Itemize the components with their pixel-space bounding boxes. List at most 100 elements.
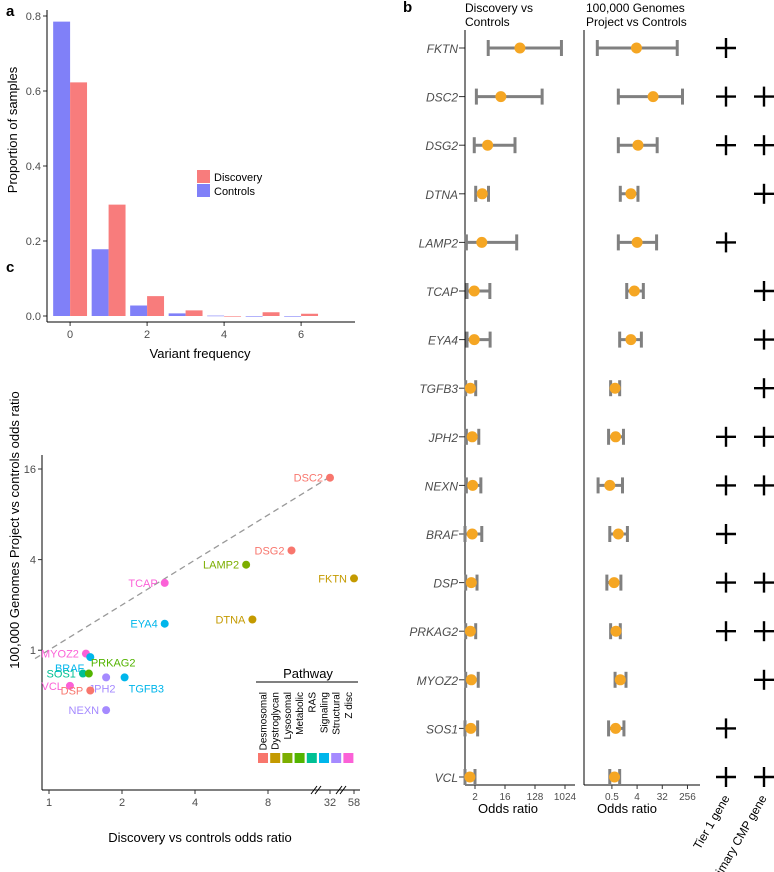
panel-a-axes: 0.0 0.2 0.4 0.6 0.8 0 2 4 6: [26, 10, 355, 341]
point-label-NEXN: NEXN: [69, 705, 100, 717]
point-VCL: [65, 681, 74, 690]
pathway-legend-title: Pathway: [283, 666, 333, 681]
point-label-TGFB3: TGFB3: [129, 683, 164, 695]
or-point-TGFB3: [464, 382, 476, 394]
panel-c-scatter: 1 4 16 1 2 4 8 32 58 DSC2 DSG2 FKTN LAMP2 TCAP DTNA EY…: [7, 391, 360, 845]
c-x-tick-label: 8: [265, 797, 271, 809]
forest-col2-title-line1: 100,000 Genomes: [586, 1, 685, 15]
point-label-JPH2: JPH2: [89, 683, 116, 695]
bar-controls-4: [207, 315, 225, 317]
x-tick-label: 2: [144, 329, 150, 341]
c-y-tick-label: 16: [24, 464, 36, 476]
point-LAMP2: [242, 560, 251, 569]
point-JPH2: [102, 673, 111, 682]
gene-label-MYOZ2: MYOZ2: [417, 674, 459, 688]
pathway-legend-label-Signaling: Signaling: [320, 692, 331, 733]
or-point-FKTN: [630, 42, 642, 54]
c-x-tick-label: 1: [46, 797, 52, 809]
pathway-legend-swatch-Lysosomal: [282, 753, 293, 763]
or-point-SOS1: [465, 722, 477, 734]
point-label-MYOZ2: MYOZ2: [41, 649, 79, 661]
gene-label-SOS1: SOS1: [426, 722, 458, 736]
forest-x-tick-label: 2: [472, 792, 478, 803]
gene-label-BRAF: BRAF: [426, 528, 459, 542]
pathway-legend-label-Lysosomal: Lysosomal: [283, 692, 294, 739]
point-PRKAG2: [84, 669, 93, 678]
gene-label-TCAP: TCAP: [426, 285, 458, 299]
forest-x-tick-label: 32: [657, 792, 669, 803]
point-SOS1: [78, 669, 87, 678]
identity-reference-line: [34, 476, 331, 660]
point-DSP: [86, 686, 95, 695]
pathway-legend-label-Metabolic: Metabolic: [295, 692, 306, 735]
pathway-legend-label-RAS: RAS: [307, 692, 318, 713]
y-tick-label: 0.0: [26, 311, 41, 323]
point-label-DSP: DSP: [61, 685, 84, 697]
pathway-legend-label-Desmosomal: Desmosomal: [259, 692, 270, 750]
or-point-FKTN: [514, 42, 526, 54]
gene-label-VCL: VCL: [435, 771, 458, 785]
point-FKTN: [350, 574, 358, 583]
pathway-legend-swatch-Desmosomal: [258, 753, 268, 763]
bar-discovery-5: [262, 312, 280, 316]
or-point-VCL: [609, 771, 621, 783]
pathway-legend-swatch-Dystroglycan: [270, 753, 281, 763]
point-DTNA: [248, 615, 257, 624]
forest-x-tick-label: 16: [499, 792, 511, 803]
point-TCAP: [160, 578, 169, 587]
forest-x-tick-label: 0.5: [605, 792, 619, 803]
point-EYA4: [160, 619, 169, 628]
forest-col1-xlabel: Odds ratio: [478, 801, 538, 816]
legend-label-controls: Controls: [214, 186, 255, 198]
x-tick-label: 0: [67, 329, 73, 341]
gene-label-EYA4: EYA4: [428, 334, 458, 348]
pathway-legend-swatch-Structural: [331, 753, 342, 763]
y-tick-label: 0.8: [26, 11, 41, 23]
gene-label-DSC2: DSC2: [426, 91, 458, 105]
pathway-legend-swatch-Metabolic: [294, 753, 305, 763]
point-label-TCAP: TCAP: [128, 578, 157, 590]
c-axis-break-mark: [314, 785, 322, 795]
panel-a-bar-chart: 0.0 0.2 0.4 0.6 0.8 0 2 4 6 Variant frequency Pr…: [5, 10, 355, 361]
or-point-BRAF: [466, 528, 478, 540]
flag-col1-label: Tier 1 gene: [690, 792, 732, 851]
pathway-legend-label-Z disc: Z disc: [344, 692, 355, 719]
panel-a-bars: [53, 21, 319, 317]
or-point-TCAP: [468, 285, 480, 297]
c-x-tick-label: 4: [192, 797, 198, 809]
bar-controls-2: [130, 305, 148, 316]
point-label-DSC2: DSC2: [294, 473, 323, 485]
pathway-legend: Pathway Desmosomal Dystroglycan Lysosomal M…: [256, 666, 358, 763]
or-point-DSC2: [647, 91, 659, 103]
gene-label-JPH2: JPH2: [428, 431, 459, 445]
gene-label-NEXN: NEXN: [425, 479, 459, 493]
forest-x-tick-label: 4: [634, 792, 640, 803]
or-point-DSG2: [482, 139, 494, 151]
panel-label-b: b: [403, 0, 412, 16]
point-label-DTNA: DTNA: [215, 615, 246, 627]
or-point-DTNA: [625, 188, 637, 200]
panel-b-forest-plot: Discovery vs Controls 100,000 Genomes Pr…: [409, 1, 774, 872]
point-label-DSG2: DSG2: [255, 545, 285, 557]
gene-label-DTNA: DTNA: [425, 188, 458, 202]
or-point-EYA4: [468, 334, 480, 346]
point-label-EYA4: EYA4: [130, 619, 157, 631]
gene-label-PRKAG2: PRKAG2: [409, 625, 458, 639]
point-label-PRKAG2: PRKAG2: [91, 658, 136, 670]
bar-controls-5: [245, 316, 263, 317]
bar-discovery-6: [301, 313, 319, 316]
forest-rows: FKTN DSC2 DSG2 DTNA LAMP2 TCAP EYA4 TGFB3 JPH2 NE…: [409, 30, 774, 803]
pathway-legend-swatch-Signaling: [319, 753, 329, 763]
pathway-legend-swatch-RAS: [306, 753, 317, 763]
or-point-JPH2: [466, 431, 478, 443]
pathway-legend-swatch-Z disc: [343, 753, 354, 763]
c-y-tick-label: 1: [30, 645, 36, 657]
point-label-VCL: VCL: [42, 681, 63, 693]
c-x-tick-label: 2: [119, 797, 125, 809]
c-axis-break-mark: [310, 785, 318, 795]
bar-discovery-1: [108, 204, 126, 316]
or-point-PRKAG2: [610, 625, 622, 637]
panel-label-c: c: [6, 259, 14, 276]
gene-label-DSP: DSP: [433, 577, 458, 591]
point-label-LAMP2: LAMP2: [203, 560, 239, 572]
